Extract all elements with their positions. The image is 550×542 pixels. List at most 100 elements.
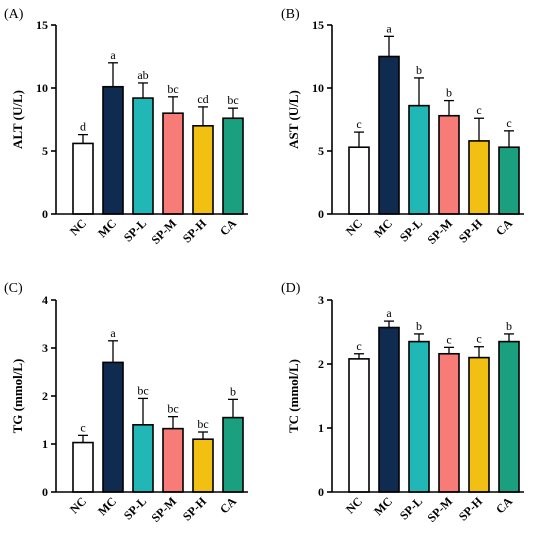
significance-letter: b (416, 319, 422, 333)
significance-letter: a (110, 48, 116, 62)
bar-sp-m (438, 114, 460, 215)
y-tick-label: 10 (36, 81, 48, 95)
x-tick-label: SP-M (148, 216, 179, 247)
y-tick-label: 2 (318, 357, 324, 371)
bar-sp-l (408, 340, 430, 493)
significance-letter: c (356, 339, 361, 353)
panel-label: (B) (281, 7, 300, 22)
y-tick-label: 5 (42, 144, 48, 158)
bar-nc (348, 358, 370, 493)
y-tick-label: 15 (312, 18, 324, 32)
significance-letter: a (386, 306, 392, 320)
bar-sp-h (192, 438, 214, 493)
significance-letter: bc (167, 402, 178, 416)
bar-sp-h (468, 140, 490, 215)
x-tick-label: SP-M (424, 494, 455, 525)
bar-ca (222, 416, 244, 493)
y-axis-label: ALT (U/L) (10, 90, 25, 149)
significance-letter: bc (227, 93, 238, 107)
panel-label: (C) (4, 281, 23, 296)
significance-letter: bc (167, 82, 178, 96)
x-tick-label: NC (67, 494, 89, 516)
x-tick-label: SP-H (180, 494, 210, 524)
significance-letter: c (476, 103, 481, 117)
x-tick-label: SP-M (148, 494, 179, 525)
significance-letter: c (80, 420, 85, 434)
significance-letter: a (386, 21, 392, 35)
x-tick-label: SP-H (456, 494, 486, 524)
bar-sp-l (408, 104, 430, 215)
bar-sp-h (192, 125, 214, 215)
panel-4: (D) TC (mmol/L) 0 1 2 3 c NC a MC b SP-L c SP-M c SP-H b… (281, 281, 524, 525)
y-tick-label: 0 (42, 485, 48, 499)
y-axis-label: TG (mmol/L) (10, 359, 25, 434)
bar-sp-l (132, 423, 154, 493)
y-tick-label: 1 (42, 437, 48, 451)
x-tick-label: NC (67, 216, 89, 238)
bar-sp-m (162, 112, 184, 215)
x-tick-label: SP-L (121, 494, 149, 522)
x-tick-label: SP-L (397, 216, 425, 244)
panel-2: (B) AST (U/L) 0 5 10 15 c NC a MC b SP-L b SP-M c SP-H c… (281, 7, 524, 247)
significance-letter: ab (137, 68, 148, 82)
panel-label: (A) (4, 7, 24, 22)
x-tick-label: MC (95, 494, 119, 518)
y-tick-label: 2 (42, 389, 48, 403)
y-tick-label: 0 (42, 207, 48, 221)
panel-label: (D) (281, 281, 301, 296)
bar-sp-l (132, 97, 154, 215)
bar-mc (378, 326, 400, 493)
y-tick-label: 15 (36, 18, 48, 32)
significance-letter: bc (137, 383, 148, 397)
bar-sp-h (468, 356, 490, 493)
bar-nc (72, 142, 94, 215)
significance-letter: b (446, 86, 452, 100)
significance-letter: c (356, 117, 361, 131)
significance-letter: d (80, 120, 86, 134)
panel-3: (C) TG (mmol/L) 0 1 2 3 4 c NC a MC bc SP-L bc SP-M bc S… (4, 281, 248, 525)
y-axis-label: AST (U/L) (286, 90, 301, 149)
significance-letter: bc (197, 417, 208, 431)
significance-letter: cd (197, 92, 208, 106)
bar-sp-m (162, 427, 184, 493)
x-tick-label: NC (343, 494, 365, 516)
y-tick-label: 10 (312, 81, 324, 95)
bar-nc (348, 146, 370, 215)
bar-nc (72, 441, 94, 493)
x-tick-label: SP-H (180, 216, 210, 246)
significance-letter: c (476, 332, 481, 346)
significance-letter: c (506, 116, 511, 130)
significance-letter: b (416, 63, 422, 77)
significance-letter: b (506, 319, 512, 333)
significance-letter: c (446, 332, 451, 346)
y-tick-label: 4 (42, 293, 48, 307)
y-tick-label: 0 (318, 207, 324, 221)
x-tick-label: CA (217, 494, 239, 516)
bar-ca (498, 146, 520, 215)
x-tick-label: SP-H (456, 216, 486, 246)
x-tick-label: SP-L (121, 216, 149, 244)
y-tick-label: 3 (318, 293, 324, 307)
x-tick-label: CA (493, 494, 515, 516)
x-tick-label: SP-M (424, 216, 455, 247)
x-tick-label: MC (371, 216, 395, 240)
panel-1: (A) ALT (U/L) 0 5 10 15 d NC a MC ab SP-L bc SP-M cd SP… (4, 7, 248, 247)
bar-ca (222, 117, 244, 215)
y-tick-label: 3 (42, 341, 48, 355)
y-axis-label: TC (mmol/L) (286, 359, 301, 433)
y-tick-label: 1 (318, 421, 324, 435)
y-tick-label: 0 (318, 485, 324, 499)
significance-letter: a (110, 326, 116, 340)
bar-mc (102, 85, 124, 215)
x-tick-label: SP-L (397, 494, 425, 522)
x-tick-label: NC (343, 216, 365, 238)
bar-mc (378, 55, 400, 215)
x-tick-label: CA (493, 216, 515, 238)
x-tick-label: MC (371, 494, 395, 518)
significance-letter: b (230, 384, 236, 398)
x-tick-label: MC (95, 216, 119, 240)
y-tick-label: 5 (318, 144, 324, 158)
bar-ca (498, 340, 520, 493)
bar-mc (102, 361, 124, 493)
